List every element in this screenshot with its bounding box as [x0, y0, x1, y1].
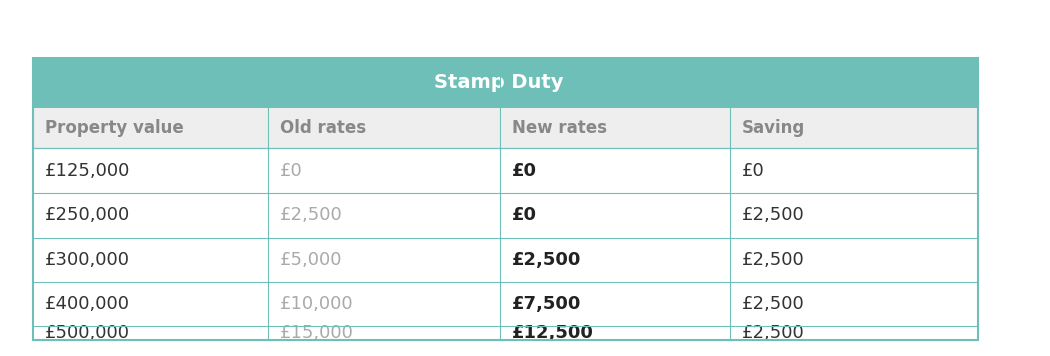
Text: £500,000: £500,000 [45, 324, 130, 342]
Text: £0: £0 [280, 162, 302, 179]
Bar [33, 58, 978, 108]
Text: Property value: Property value [45, 119, 184, 137]
Text: £0: £0 [512, 162, 537, 179]
Text: £2,500: £2,500 [742, 295, 804, 313]
Text: £5,000: £5,000 [280, 251, 342, 269]
Bar [33, 148, 978, 193]
Text: Old rates: Old rates [280, 119, 366, 137]
Text: Saving: Saving [742, 119, 805, 137]
Text: £0: £0 [742, 162, 764, 179]
Text: £2,500: £2,500 [742, 324, 804, 342]
Text: £2,500: £2,500 [742, 206, 804, 225]
Text: £125,000: £125,000 [45, 162, 130, 179]
Bar [33, 108, 978, 148]
Text: £12,500: £12,500 [512, 324, 594, 342]
Text: £7,500: £7,500 [512, 295, 582, 313]
Bar [33, 238, 978, 282]
Bar [33, 282, 978, 326]
Text: £2,500: £2,500 [280, 206, 342, 225]
Text: £300,000: £300,000 [45, 251, 130, 269]
Text: £400,000: £400,000 [45, 295, 130, 313]
Text: New rates: New rates [512, 119, 607, 137]
Text: £15,000: £15,000 [280, 324, 354, 342]
Text: £2,500: £2,500 [512, 251, 582, 269]
Bar [33, 326, 978, 340]
Bar [33, 58, 978, 340]
Text: £0: £0 [512, 206, 537, 225]
Text: £10,000: £10,000 [280, 295, 354, 313]
Bar [33, 193, 978, 238]
Text: £2,500: £2,500 [742, 251, 804, 269]
Text: £250,000: £250,000 [45, 206, 130, 225]
Text: Stamp Duty: Stamp Duty [435, 73, 564, 93]
